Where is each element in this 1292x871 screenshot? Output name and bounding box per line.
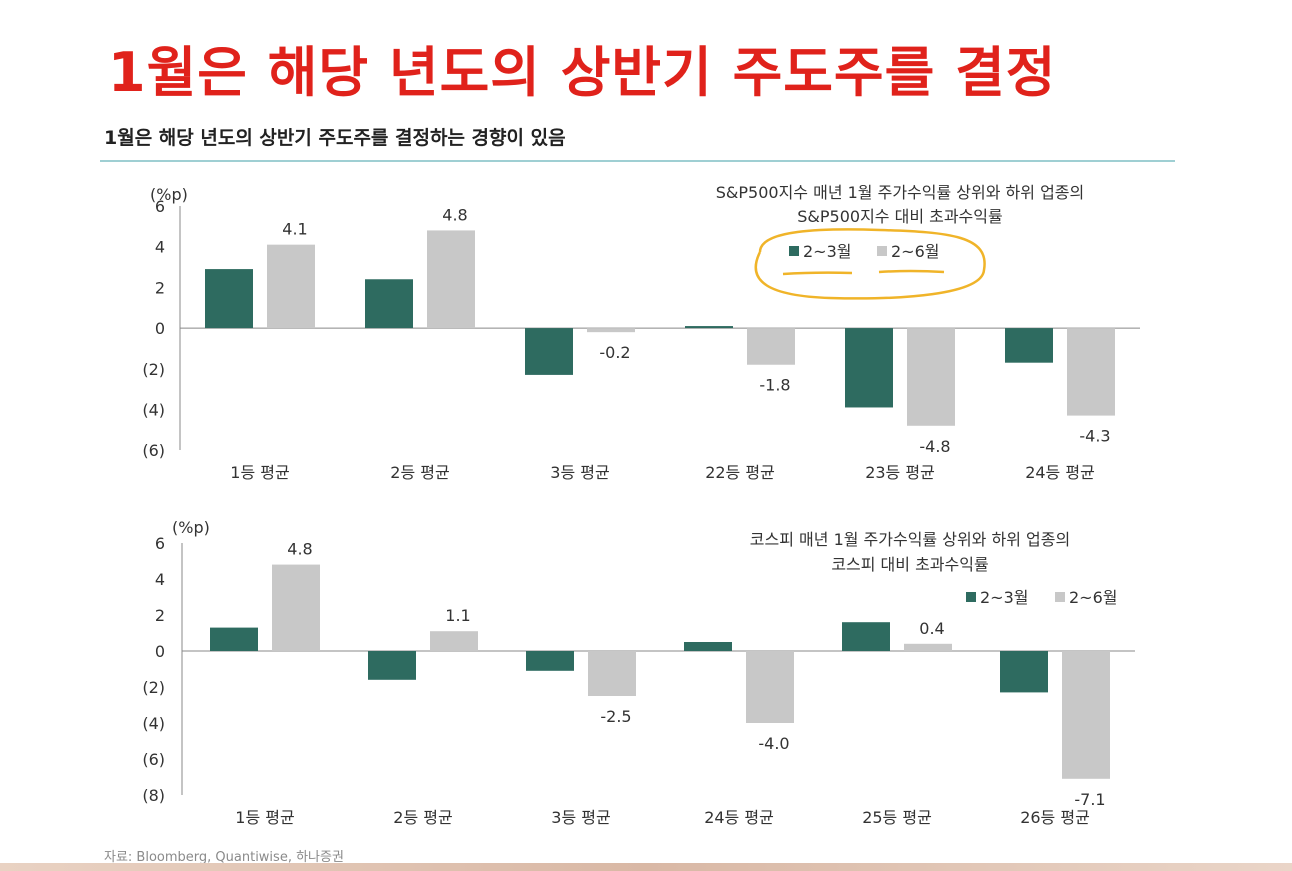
y-tick-label: (2) [142, 678, 165, 697]
data-label: -4.0 [758, 734, 789, 753]
category-label: 22등 평균 [705, 463, 775, 482]
bar-series-2 [1062, 651, 1110, 779]
chart-title-line: S&P500지수 대비 초과수익률 [797, 207, 1002, 226]
category-label: 23등 평균 [865, 463, 935, 482]
bar-series-1 [205, 269, 253, 329]
bar-series-2 [430, 631, 478, 651]
bar-series-1 [684, 642, 732, 651]
category-label: 25등 평균 [862, 808, 932, 827]
page-subtitle: 1월은 해당 년도의 상반기 주도주를 결정하는 경향이 있음 [104, 127, 566, 149]
legend-swatch-series-2 [1055, 592, 1065, 602]
legend-swatch-series-1 [966, 592, 976, 602]
data-label: -4.8 [919, 437, 950, 456]
category-label: 2등 평균 [393, 808, 452, 827]
data-label: -2.5 [600, 707, 631, 726]
data-label: 1.1 [445, 606, 470, 625]
data-label: -4.3 [1079, 427, 1110, 446]
bar-series-1 [1000, 651, 1048, 693]
data-label: -1.8 [759, 376, 790, 395]
category-label: 1등 평균 [230, 463, 289, 482]
category-label: 1등 평균 [235, 808, 294, 827]
bar-series-2 [904, 643, 952, 651]
bar-series-2 [272, 564, 320, 651]
y-tick-label: 4 [155, 238, 165, 257]
bar-series-1 [1005, 328, 1053, 363]
bar-series-1 [842, 622, 890, 651]
category-label: 24등 평균 [1025, 463, 1095, 482]
y-tick-label: (4) [142, 714, 165, 733]
bar-series-2 [747, 328, 795, 365]
bar-series-1 [525, 328, 573, 375]
bar-series-1 [368, 651, 416, 680]
category-label: 3등 평균 [550, 463, 609, 482]
y-tick-label: 2 [155, 606, 165, 625]
source-note: 자료: Bloomberg, Quantiwise, 하나증권 [104, 850, 344, 865]
chart-sp500: (%p)6 4 2 0 (2) (4) (6) 4.1 1등 평균 4.8 2등 평균 -0.2 3등 … [142, 183, 1140, 482]
data-label: 4.1 [282, 220, 307, 239]
y-tick-label: 6 [155, 197, 165, 216]
data-label: -0.2 [599, 343, 630, 362]
data-label: -7.1 [1074, 790, 1105, 809]
y-tick-label: (6) [142, 750, 165, 769]
bar-series-1 [845, 328, 893, 408]
bar-series-2 [588, 651, 636, 696]
page-title: 1월은 해당 년도의 상반기 주도주를 결정 [108, 41, 1057, 104]
y-tick-label: (4) [142, 401, 165, 420]
y-tick-label: 6 [155, 534, 165, 553]
divider [100, 160, 1175, 162]
category-label: 24등 평균 [704, 808, 774, 827]
legend-swatch-series-1 [789, 246, 799, 256]
chart-title-line: 코스피 매년 1월 주가수익률 상위와 하위 업종의 [750, 530, 1070, 549]
bar-series-2 [587, 328, 635, 333]
bar-series-2 [427, 230, 475, 329]
bar-series-2 [267, 244, 315, 329]
bar-series-2 [907, 328, 955, 426]
y-tick-label: (2) [142, 360, 165, 379]
category-label: 26등 평균 [1020, 808, 1090, 827]
legend-label-series-1: 2~3월 [980, 588, 1029, 607]
y-unit-label: (%p) [150, 185, 188, 204]
bar-series-1 [365, 279, 413, 329]
chart-title-line: S&P500지수 매년 1월 주가수익률 상위와 하위 업종의 [716, 183, 1084, 202]
data-label: 0.4 [919, 619, 944, 638]
legend-label-series-2: 2~6월 [1069, 588, 1118, 607]
category-label: 2등 평균 [390, 463, 449, 482]
y-tick-label: (6) [142, 441, 165, 460]
highlight-underline [878, 269, 945, 274]
chart-title-line: 코스피 대비 초과수익률 [831, 555, 988, 574]
bar-series-2 [1067, 328, 1115, 416]
bar-series-1 [210, 627, 258, 651]
data-label: 4.8 [287, 540, 312, 559]
chart-kospi: (%p) 6 4 2 0 (2) (4) (6) (8) 4.8 1등 평균 1.1 2등 평균 -2.5… [142, 518, 1135, 827]
bottom-band [0, 863, 1292, 871]
bar-series-2 [746, 651, 794, 723]
category-label: 3등 평균 [551, 808, 610, 827]
data-label: 4.8 [442, 205, 467, 224]
bar-series-1 [526, 651, 574, 671]
highlight-underline [782, 271, 853, 276]
y-tick-label: 0 [155, 642, 165, 661]
y-tick-label: (8) [142, 786, 165, 805]
bar-series-1 [685, 326, 733, 329]
y-tick-label: 2 [155, 278, 165, 297]
legend-swatch-series-2 [877, 246, 887, 256]
y-tick-label: 0 [155, 319, 165, 338]
highlight-ellipse [754, 228, 986, 300]
legend-label-series-1: 2~3월 [803, 242, 852, 261]
legend-label-series-2: 2~6월 [891, 242, 940, 261]
y-tick-label: 4 [155, 570, 165, 589]
y-unit-label: (%p) [172, 518, 210, 537]
